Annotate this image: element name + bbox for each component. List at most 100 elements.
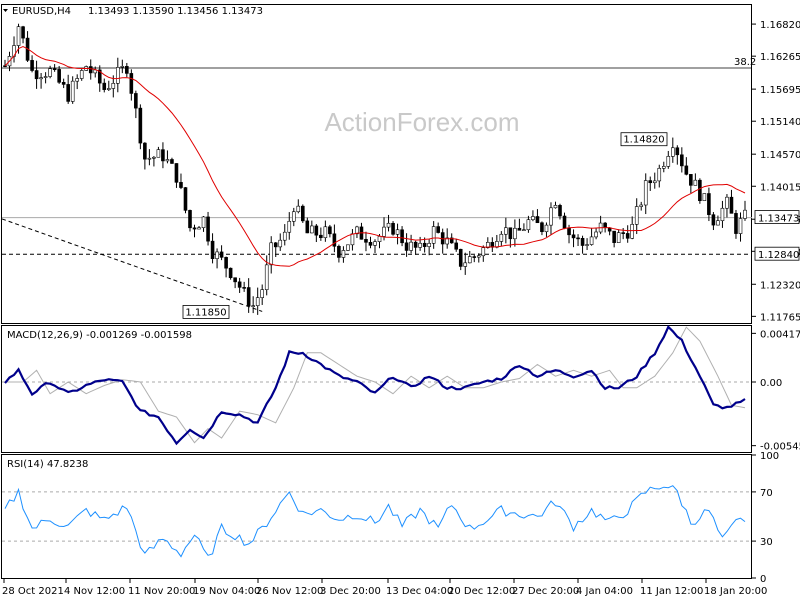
candle-body [580, 238, 585, 246]
candle-body [499, 233, 504, 242]
candle-body [111, 83, 116, 89]
candle-body [129, 73, 134, 94]
candle-body [680, 154, 684, 167]
candle-body [702, 193, 707, 202]
candle-body [310, 225, 314, 234]
macd-y-tick-label: -0.005456 [760, 442, 800, 453]
candle-body [16, 26, 21, 46]
candle-body [449, 237, 454, 244]
rsi-panel-title: RSI(14) 47.8238 [7, 459, 88, 470]
candle-body [517, 227, 522, 231]
candle-body [341, 250, 346, 258]
candle-body [454, 242, 459, 250]
candle-body [720, 207, 725, 222]
candle-body [97, 69, 102, 84]
candle-body [88, 66, 93, 74]
candle-body [513, 227, 517, 240]
candle-body [215, 251, 219, 259]
price-y-tick-label: 1.11765 [760, 312, 800, 323]
candle-body [400, 229, 404, 244]
price-y-tick-label: 1.14015 [760, 182, 800, 193]
candle-body [585, 244, 589, 246]
current-price-tag: 1.13473 [758, 214, 799, 225]
watermark: ActionForex.com [324, 107, 519, 137]
candle-body [661, 166, 666, 169]
candle-body [418, 242, 422, 248]
x-tick-label: 13 Dec 04:00 [386, 586, 453, 597]
candle-body [445, 237, 449, 245]
candle-body [639, 204, 644, 207]
candle-body [323, 226, 328, 239]
candle-body [576, 237, 580, 240]
candle-body [48, 68, 52, 77]
macd-line [4, 325, 746, 446]
candle-body [170, 159, 174, 164]
price-y-tick-label: 1.15140 [760, 117, 800, 128]
candle-body [21, 26, 25, 39]
candle-body [472, 256, 477, 258]
candle-body [558, 205, 562, 217]
candle-body [616, 232, 621, 243]
candle-body [481, 247, 486, 257]
rsi-y-tick-label: 100 [760, 451, 779, 462]
candle-body [589, 236, 594, 245]
candle-body [228, 267, 233, 279]
candle-body [382, 226, 386, 237]
candle-body [273, 242, 278, 248]
candle-body [476, 255, 481, 258]
candle-body [467, 256, 472, 264]
candle-body [531, 216, 535, 221]
dropdown-arrow-icon[interactable] [3, 9, 8, 12]
candle-body [409, 241, 413, 251]
price-y-tick-label: 1.12320 [760, 280, 800, 291]
candle-body [689, 174, 693, 186]
candle-body [224, 257, 228, 269]
candle-body [535, 216, 540, 224]
price-y-tick-label: 1.15695 [760, 85, 800, 96]
candle-body [106, 88, 111, 90]
candle-body [174, 163, 179, 183]
macd-panel-title: MACD(12,26,9) -0.001269 -0.001598 [7, 330, 192, 341]
fib-38-label: 38.2 [734, 57, 756, 68]
candle-body [729, 196, 734, 214]
support-price-tag-box [754, 246, 800, 261]
candle-body [61, 81, 66, 85]
candle-body [332, 233, 337, 247]
candle-body [553, 205, 558, 209]
candle-body [39, 77, 43, 80]
x-tick-label: 4 Nov 12:00 [64, 586, 125, 597]
candle-body [458, 248, 463, 267]
candle-body [603, 222, 607, 229]
candle-body [373, 241, 377, 246]
candle-body [246, 287, 251, 307]
low-annotation: 1.11850 [185, 307, 226, 318]
candle-body [625, 233, 630, 239]
candle-body [391, 222, 395, 235]
x-tick-label: 18 Jan 20:00 [704, 586, 767, 597]
candle-body [43, 76, 48, 78]
x-tick-label: 3 Dec 20:00 [320, 586, 381, 597]
candle-body [278, 239, 283, 248]
candle-body [125, 66, 129, 74]
candle-body [698, 179, 702, 202]
candle-body [116, 67, 120, 84]
macd-panel-frame [1, 325, 752, 453]
candle-body [147, 157, 152, 160]
candle-body [264, 264, 269, 290]
candle-body [120, 66, 125, 68]
candle-body [319, 234, 323, 239]
candle-body [355, 226, 359, 235]
candle-body [206, 216, 210, 242]
candle-body [102, 82, 107, 90]
candle-body [738, 218, 743, 234]
candle-body [251, 305, 255, 307]
candle-body [201, 216, 206, 229]
candle-body [567, 227, 571, 236]
candle-body [671, 147, 675, 157]
candle-body [486, 242, 490, 248]
moving-average-line [4, 45, 746, 267]
support-price-tag: 1.12840 [758, 250, 799, 261]
candle-body [643, 180, 648, 206]
candle-body [634, 206, 639, 225]
x-tick-label: 11 Nov 20:00 [128, 586, 195, 597]
